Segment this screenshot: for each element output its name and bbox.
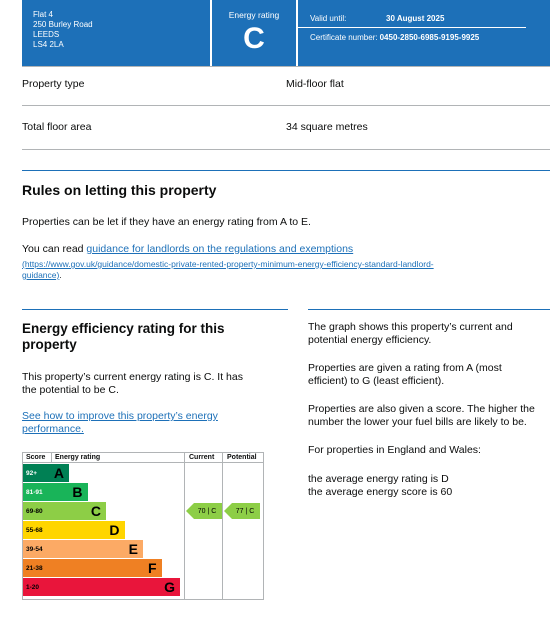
info-line: For properties in England and Wales: bbox=[308, 444, 481, 456]
letting-heading: Rules on letting this property bbox=[22, 182, 217, 198]
letting-paragraph: Properties can be let if they have an en… bbox=[22, 216, 311, 228]
info-line: Properties are also given a score. The h… bbox=[308, 403, 535, 415]
band-score-c: 69-80 bbox=[23, 502, 51, 520]
address-line: LEEDS bbox=[33, 30, 60, 39]
band-score-g: 1-20 bbox=[23, 578, 51, 596]
chart-col-score: Score bbox=[26, 454, 46, 461]
info-line: potential energy efficiency. bbox=[308, 334, 432, 346]
current-rating-arrow: 70 | C bbox=[186, 503, 222, 519]
efficiency-paragraph: This property’s current energy rating is… bbox=[22, 371, 243, 397]
guidance-url-line[interactable]: (https://www.gov.uk/guidance/domestic-pr… bbox=[22, 259, 434, 269]
efficiency-heading-line: Energy efficiency rating for this bbox=[22, 321, 225, 336]
certificate-number-value: 0450-2850-6985-9195-9925 bbox=[379, 33, 480, 42]
address-block: Flat 4 250 Burley Road LEEDS LS4 2LA bbox=[22, 0, 210, 66]
summary-value: 34 square metres bbox=[286, 121, 368, 133]
certificate-number-label: Certificate number: bbox=[310, 33, 378, 42]
improve-link-line[interactable]: See how to improve this property’s energ… bbox=[22, 410, 218, 422]
info-line: efficient) to G (least efficient). bbox=[308, 375, 445, 387]
chart-col-divider bbox=[184, 453, 185, 599]
header-divider bbox=[298, 27, 526, 28]
chart-col-divider bbox=[51, 453, 52, 463]
energy-rating-chart: Score Energy rating Current Potential 92… bbox=[22, 452, 264, 600]
info-line: the average energy score is 60 bbox=[308, 486, 453, 498]
address-line: 250 Burley Road bbox=[33, 20, 93, 29]
efficiency-heading-line: property bbox=[22, 337, 77, 352]
guidance-url: (https://www.gov.uk/guidance/domestic-pr… bbox=[22, 259, 434, 281]
potential-rating-arrow: 77 | C bbox=[224, 503, 260, 519]
letting-guidance-paragraph: You can read guidance for landlords on t… bbox=[22, 243, 353, 256]
energy-rating-label: Energy rating bbox=[228, 10, 280, 20]
chart-header: Score Energy rating Current Potential bbox=[23, 453, 263, 463]
efficiency-info-4: For properties in England and Wales: bbox=[308, 444, 481, 457]
info-line: Properties are given a rating from A (mo… bbox=[308, 362, 502, 374]
efficiency-heading: Energy efficiency rating for this proper… bbox=[22, 321, 225, 353]
band-bar-f: F bbox=[51, 559, 162, 577]
chart-col-divider bbox=[222, 453, 223, 599]
band-bar-b: B bbox=[51, 483, 88, 501]
band-bar-a: A bbox=[51, 464, 69, 482]
summary-value: Mid-floor flat bbox=[286, 78, 344, 90]
efficiency-paragraph-line: the potential to be C. bbox=[22, 384, 119, 396]
band-bar-c: C bbox=[51, 502, 106, 520]
summary-key: Total floor area bbox=[22, 121, 92, 133]
efficiency-info-3: Properties are also given a score. The h… bbox=[308, 403, 535, 429]
chart-col-current: Current bbox=[189, 454, 215, 461]
chart-col-potential: Potential bbox=[227, 454, 257, 461]
improve-link[interactable]: See how to improve this property’s energ… bbox=[22, 410, 218, 436]
efficiency-info-2: Properties are given a rating from A (mo… bbox=[308, 362, 502, 388]
band-score-e: 39-54 bbox=[23, 540, 51, 558]
efficiency-info-1: The graph shows this property’s current … bbox=[308, 321, 513, 347]
band-bar-d: D bbox=[51, 521, 125, 539]
valid-until-value: 30 August 2025 bbox=[386, 13, 445, 23]
address-line: LS4 2LA bbox=[33, 40, 64, 49]
energy-rating-value: C bbox=[243, 22, 265, 55]
band-score-a: 92+ bbox=[23, 464, 51, 482]
improve-link-line[interactable]: performance. bbox=[22, 423, 84, 435]
info-line: number the lower your fuel bills are lik… bbox=[308, 416, 527, 428]
certificate-header: Flat 4 250 Burley Road LEEDS LS4 2LA Ene… bbox=[22, 0, 550, 66]
band-score-f: 21-38 bbox=[23, 559, 51, 577]
summary-row-floor-area: Total floor area 34 square metres bbox=[22, 106, 550, 150]
summary-row-property-type: Property type Mid-floor flat bbox=[22, 66, 550, 106]
address-line: Flat 4 bbox=[33, 10, 54, 19]
guidance-link[interactable]: guidance for landlords on the regulation… bbox=[86, 243, 354, 255]
energy-rating-block: Energy rating C bbox=[212, 0, 296, 66]
efficiency-info-5: the average energy rating is D the avera… bbox=[308, 473, 452, 499]
section-divider-right bbox=[308, 309, 550, 310]
efficiency-paragraph-line: This property’s current energy rating is… bbox=[22, 371, 243, 383]
info-line: The graph shows this property’s current … bbox=[308, 321, 513, 333]
certificate-block: Valid until: 30 August 2025 Certificate … bbox=[298, 0, 550, 66]
chart-col-rating: Energy rating bbox=[55, 454, 101, 461]
band-score-d: 55-68 bbox=[23, 521, 51, 539]
valid-until-label: Valid until: bbox=[310, 13, 347, 23]
info-line: the average energy rating is D bbox=[308, 473, 449, 485]
summary-key: Property type bbox=[22, 78, 85, 90]
guidance-url-line[interactable]: guidance) bbox=[22, 270, 60, 280]
section-divider bbox=[22, 170, 550, 171]
guidance-prefix: You can read bbox=[22, 243, 87, 255]
band-bar-g: G bbox=[51, 578, 180, 596]
guidance-suffix: . bbox=[59, 270, 62, 280]
section-divider-left bbox=[22, 309, 288, 310]
band-score-b: 81-91 bbox=[23, 483, 51, 501]
band-bar-e: E bbox=[51, 540, 143, 558]
